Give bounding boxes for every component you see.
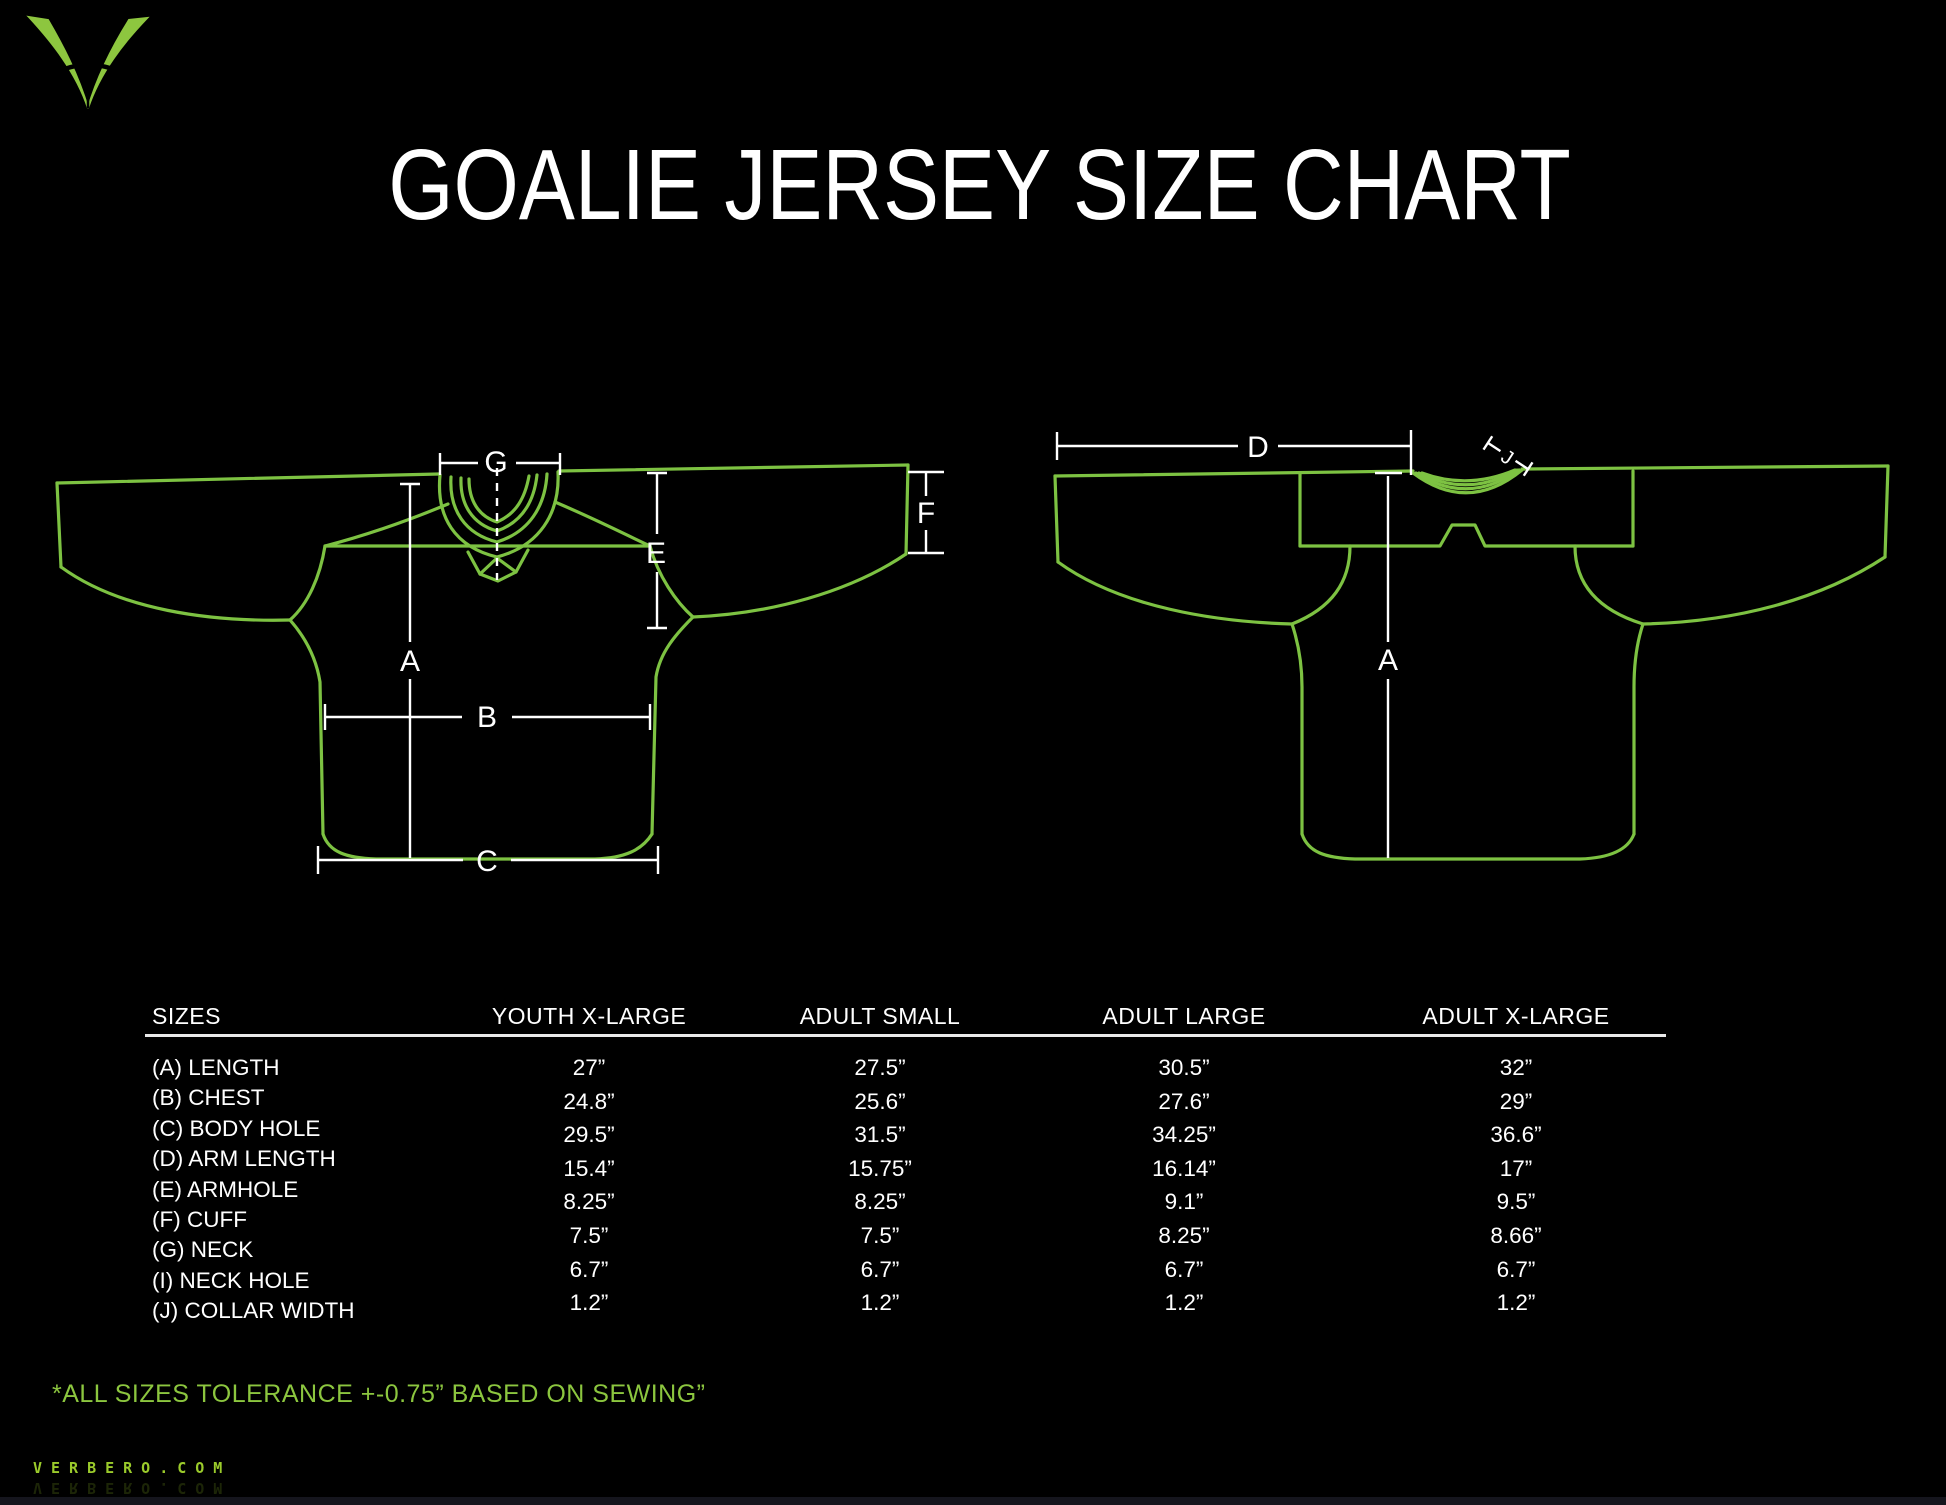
front-jersey-outline [55, 463, 910, 861]
value-cell: 9.5” [1496, 1189, 1536, 1215]
value-cell: 8.66” [1490, 1222, 1542, 1248]
col-adult-large: 30.5” 27.6” 34.25” 16.14” 9.1” 8.25” 6.7” 1.2” [1034, 1051, 1334, 1320]
value-cell: 16.14” [1152, 1155, 1216, 1181]
size-row-label: (B) CHEST [152, 1085, 265, 1111]
front-label-f: F [917, 497, 935, 530]
value-cell: 27” [572, 1055, 606, 1080]
size-row-label: (F) CUFF [152, 1206, 247, 1232]
col-header-adult-large: ADULT LARGE [1102, 1003, 1266, 1029]
value-cell: 36.6” [1490, 1122, 1542, 1148]
value-cell: 27.6” [1158, 1088, 1210, 1114]
front-measurement-lines [316, 453, 944, 874]
col-adult-x-large: 32” 29” 36.6” 17” 9.5” 8.66” 6.7” 1.2” [1366, 1051, 1666, 1320]
website-url-reflection: VERBERO.COM [33, 1479, 232, 1497]
col-youth-x-large: 27” 24.8” 29.5” 15.4” 8.25” 7.5” 6.7” 1.2” [439, 1051, 739, 1320]
front-label-c: C [476, 845, 498, 878]
value-cell: 8.25” [563, 1189, 615, 1215]
size-row-label: (E) ARMHOLE [152, 1176, 299, 1202]
front-jersey-diagram: G E F A B C [55, 446, 944, 878]
value-cell: 9.1” [1164, 1189, 1204, 1215]
value-cell: 29.5” [563, 1122, 615, 1148]
col-header-adult-small: ADULT SMALL [799, 1003, 961, 1029]
size-row-label: (G) NECK [152, 1237, 254, 1263]
size-row-label: (J) COLLAR WIDTH [152, 1298, 355, 1324]
size-row-label: (D) ARM LENGTH [152, 1146, 336, 1172]
value-cell: 31.5” [854, 1122, 906, 1148]
value-cell: 1.2” [569, 1290, 609, 1316]
value-cell: 17” [1499, 1155, 1533, 1181]
back-measurement-lines [1055, 430, 1534, 858]
value-cell: 6.7” [1164, 1256, 1204, 1282]
value-cell: 1.2” [1164, 1290, 1204, 1316]
tolerance-note: *ALL SIZES TOLERANCE +-0.75” BASED ON SE… [52, 1380, 706, 1408]
value-cell: 32” [1499, 1055, 1533, 1080]
value-cell: 29” [1499, 1088, 1533, 1114]
col-header-adult-x-large: ADULT X-LARGE [1422, 1003, 1610, 1029]
value-cell: 7.5” [860, 1222, 900, 1248]
front-label-a: A [400, 645, 420, 678]
back-jersey-outline [1053, 464, 1890, 861]
website-url: VERBERO.COM [33, 1459, 232, 1477]
value-cell: 34.25” [1152, 1122, 1216, 1148]
back-jersey-diagram: D A J [1053, 430, 1890, 861]
value-cell: 24.8” [563, 1088, 615, 1114]
col-adult-small: 27.5” 25.6” 31.5” 15.75” 8.25” 7.5” 6.7” 1.2” [730, 1051, 1030, 1320]
size-row-label: (C) BODY HOLE [152, 1115, 321, 1141]
value-cell: 8.25” [1158, 1222, 1210, 1248]
back-label-a: A [1378, 644, 1398, 677]
size-row-label: (A) LENGTH [152, 1055, 280, 1080]
back-label-d: D [1247, 431, 1269, 464]
value-cell: 7.5” [569, 1222, 609, 1248]
value-cell: 8.25” [854, 1189, 906, 1215]
value-cell: 27.5” [854, 1055, 906, 1080]
value-cell: 30.5” [1158, 1055, 1210, 1080]
value-cell: 15.75” [848, 1155, 912, 1181]
col-header-sizes: SIZES [152, 1003, 221, 1029]
value-cell: 1.2” [860, 1290, 900, 1316]
value-cell: 6.7” [1496, 1256, 1536, 1282]
value-cell: 6.7” [860, 1256, 900, 1282]
col-header-youth-x-large: YOUTH X-LARGE [491, 1003, 687, 1029]
logo-left-wing [26, 15, 89, 109]
row-labels: (A) LENGTH (B) CHEST (C) BODY HOLE (D) ARM … [152, 1053, 472, 1327]
front-label-e: E [646, 537, 666, 570]
front-label-g: G [484, 446, 507, 479]
bottom-edge-strip [0, 1497, 1946, 1505]
table-divider [145, 1034, 1666, 1037]
front-label-b: B [477, 701, 497, 734]
verbero-logo [26, 15, 150, 109]
value-cell: 1.2” [1496, 1290, 1536, 1316]
size-row-label: (I) NECK HOLE [152, 1267, 310, 1293]
value-cell: 6.7” [569, 1256, 609, 1282]
page-title: GOALIE JERSEY SIZE CHART [388, 129, 1571, 241]
value-cell: 15.4” [563, 1155, 615, 1181]
value-cell: 25.6” [854, 1088, 906, 1114]
